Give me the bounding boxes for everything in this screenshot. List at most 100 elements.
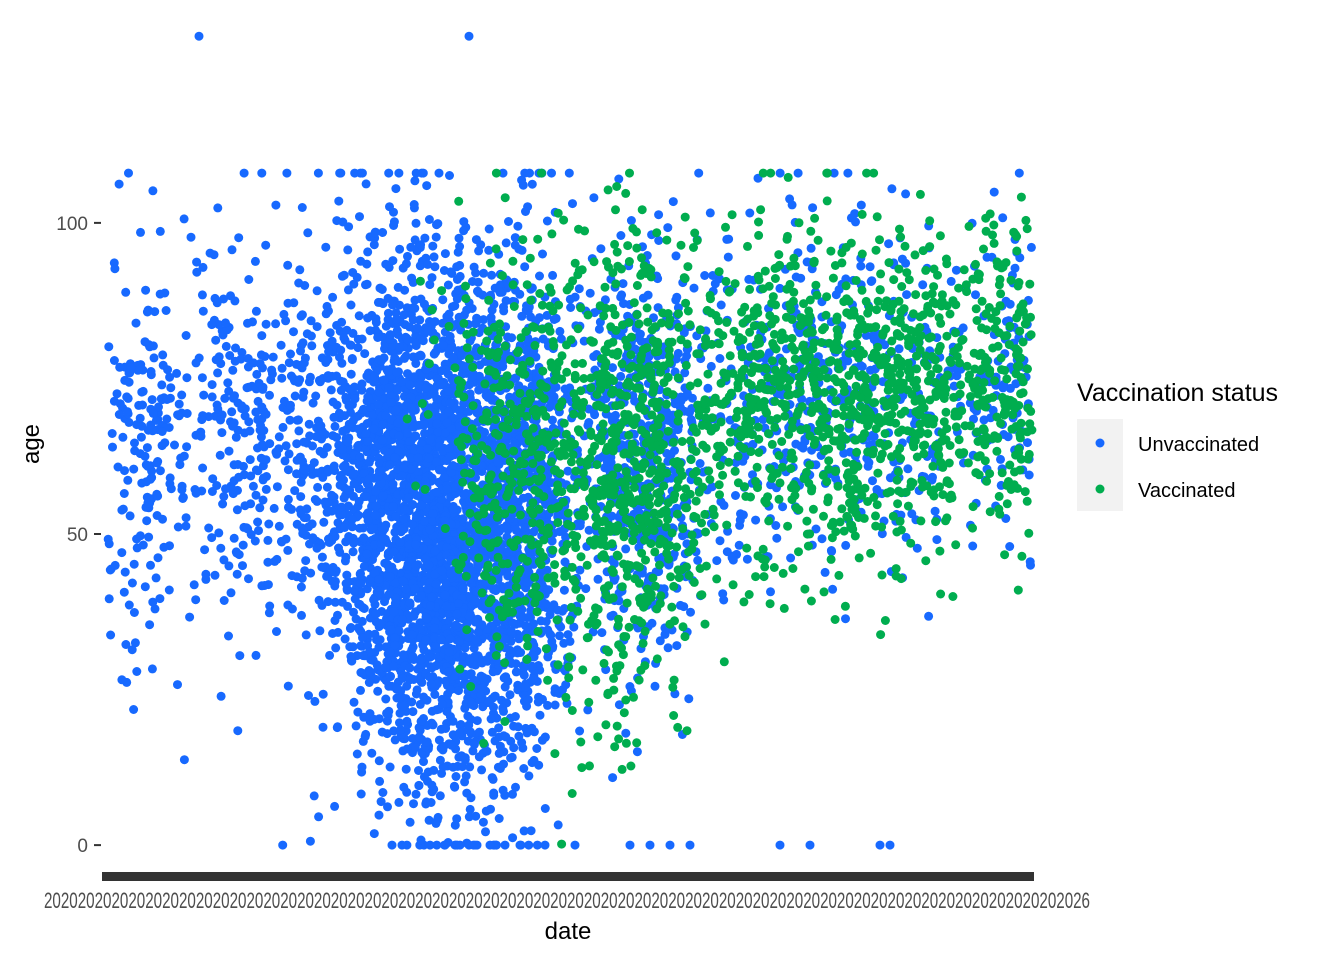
point-unvaccinated	[251, 407, 261, 417]
point-unvaccinated	[348, 268, 358, 277]
point-unvaccinated	[519, 826, 529, 836]
point-unvaccinated	[294, 415, 303, 425]
point-unvaccinated	[408, 652, 418, 662]
point-unvaccinated	[138, 400, 147, 410]
point-unvaccinated	[178, 494, 188, 503]
point-unvaccinated	[516, 648, 526, 657]
point-unvaccinated	[289, 327, 298, 337]
point-unvaccinated	[566, 303, 576, 312]
point-unvaccinated	[518, 612, 528, 622]
point-unvaccinated	[271, 447, 281, 457]
point-unvaccinated	[130, 438, 139, 448]
point-unvaccinated	[356, 685, 365, 695]
point-unvaccinated	[142, 443, 152, 453]
point-unvaccinated	[534, 760, 544, 770]
point-unvaccinated	[391, 184, 401, 194]
point-unvaccinated	[466, 793, 476, 803]
point-unvaccinated	[424, 453, 434, 463]
point-unvaccinated	[335, 168, 345, 178]
point-unvaccinated	[245, 426, 255, 436]
point-unvaccinated	[356, 789, 366, 799]
point-unvaccinated	[422, 737, 432, 747]
point-unvaccinated	[564, 168, 574, 178]
point-unvaccinated	[331, 643, 341, 653]
point-unvaccinated	[219, 555, 229, 565]
point-unvaccinated	[403, 251, 412, 261]
point-unvaccinated	[425, 525, 435, 535]
point-unvaccinated	[129, 608, 139, 617]
point-unvaccinated	[437, 366, 447, 376]
point-unvaccinated	[382, 708, 392, 718]
point-unvaccinated	[344, 485, 353, 495]
point-unvaccinated	[365, 326, 375, 336]
point-unvaccinated	[513, 221, 523, 231]
point-unvaccinated	[378, 420, 388, 430]
point-unvaccinated	[357, 385, 367, 395]
point-unvaccinated	[261, 409, 271, 419]
point-unvaccinated	[246, 530, 256, 539]
point-unvaccinated	[383, 308, 393, 318]
point-unvaccinated	[343, 285, 353, 295]
point-unvaccinated	[527, 179, 537, 189]
point-unvaccinated	[390, 353, 400, 363]
point-unvaccinated	[229, 476, 239, 486]
point-unvaccinated	[337, 358, 347, 368]
point-unvaccinated	[668, 197, 678, 207]
point-unvaccinated	[370, 609, 380, 619]
point-unvaccinated	[323, 497, 333, 507]
point-unvaccinated	[405, 380, 415, 390]
point-unvaccinated	[251, 650, 261, 660]
point-unvaccinated	[426, 662, 436, 672]
point-unvaccinated	[617, 290, 627, 300]
point-unvaccinated	[426, 679, 436, 689]
point-unvaccinated	[284, 502, 293, 512]
point-unvaccinated	[355, 599, 365, 609]
point-unvaccinated	[321, 242, 331, 252]
point-unvaccinated	[353, 442, 363, 452]
point-unvaccinated	[430, 262, 440, 272]
point-unvaccinated	[281, 534, 291, 544]
point-unvaccinated	[407, 697, 417, 707]
point-unvaccinated	[684, 694, 694, 704]
point-unvaccinated	[421, 635, 430, 645]
point-unvaccinated	[258, 384, 268, 394]
point-unvaccinated	[259, 455, 269, 464]
point-unvaccinated	[140, 337, 150, 347]
point-unvaccinated	[429, 349, 439, 359]
point-unvaccinated	[427, 273, 437, 283]
point-unvaccinated	[285, 415, 295, 425]
point-unvaccinated	[525, 168, 534, 178]
point-unvaccinated	[547, 168, 556, 178]
point-unvaccinated	[440, 249, 450, 259]
point-unvaccinated	[363, 247, 373, 257]
point-unvaccinated	[448, 353, 458, 363]
point-unvaccinated	[449, 781, 459, 791]
point-unvaccinated	[454, 233, 464, 243]
point-unvaccinated	[353, 707, 363, 717]
point-unvaccinated	[436, 635, 446, 645]
point-unvaccinated	[129, 464, 139, 474]
point-unvaccinated	[197, 415, 207, 425]
point-unvaccinated	[501, 238, 511, 248]
point-unvaccinated	[261, 319, 271, 329]
point-unvaccinated	[393, 418, 403, 428]
point-unvaccinated	[388, 300, 397, 310]
point-unvaccinated	[426, 798, 436, 807]
point-unvaccinated	[138, 386, 148, 396]
point-unvaccinated	[232, 505, 242, 515]
point-unvaccinated	[356, 256, 366, 266]
point-unvaccinated	[268, 352, 278, 362]
point-unvaccinated	[301, 513, 311, 523]
point-unvaccinated	[114, 179, 124, 189]
point-unvaccinated	[263, 580, 273, 590]
point-unvaccinated	[419, 757, 428, 767]
point-unvaccinated	[384, 168, 394, 178]
point-unvaccinated	[397, 524, 407, 534]
point-unvaccinated	[409, 611, 419, 621]
point-unvaccinated	[330, 597, 340, 607]
point-unvaccinated	[328, 397, 338, 407]
point-unvaccinated	[333, 518, 343, 528]
point-unvaccinated	[407, 630, 417, 640]
point-unvaccinated	[402, 744, 412, 754]
point-unvaccinated	[152, 458, 162, 468]
